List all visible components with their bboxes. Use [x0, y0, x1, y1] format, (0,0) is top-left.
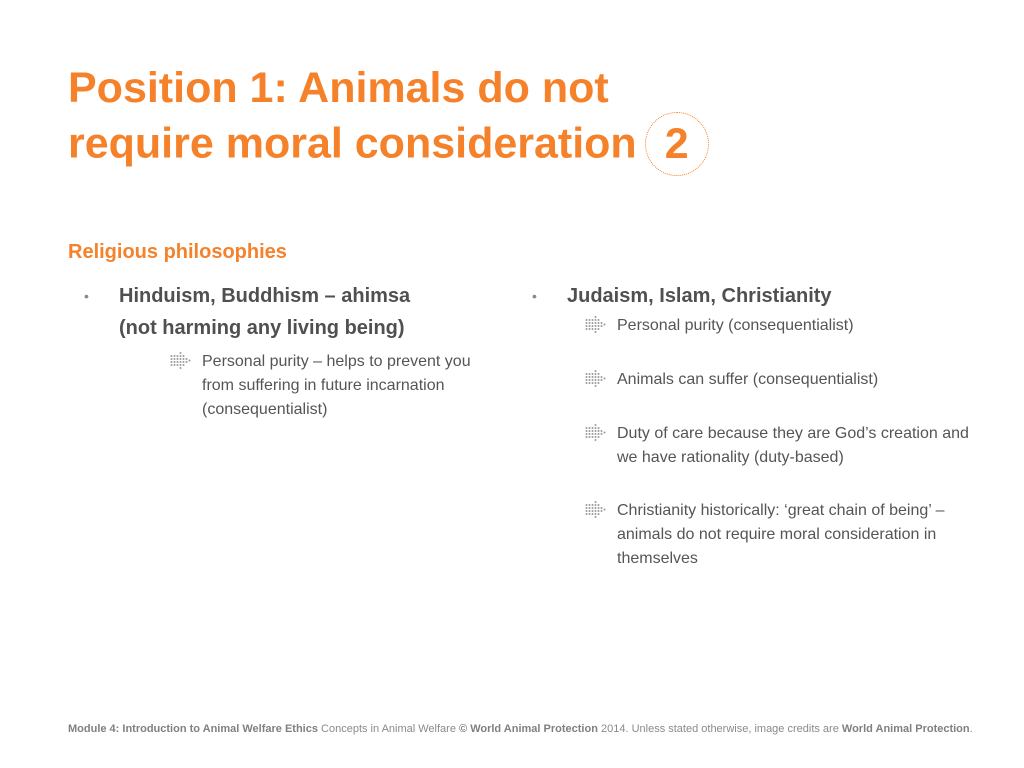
- dotted-arrow-icon: [170, 350, 202, 375]
- sub-item: Christianity historically: ‘great chain …: [585, 499, 972, 571]
- bullet-text: Judaism, Islam, Christianity: [567, 285, 832, 307]
- footer-period: .: [969, 723, 973, 735]
- bullet-line-1: Hinduism, Buddhism – ahimsa: [119, 285, 411, 307]
- dotted-arrow-icon: [585, 314, 617, 339]
- bullet-judaism-islam-christianity: • Judaism, Islam, Christianity: [532, 280, 972, 312]
- footer-notice: 2014. Unless stated otherwise, image cre…: [600, 723, 839, 735]
- bullet-text: Hinduism, Buddhism – ahimsa (not harming…: [119, 280, 410, 344]
- bullet-dot-icon: •: [84, 288, 89, 304]
- sub-list-left: Personal purity – helps to prevent you f…: [170, 350, 504, 422]
- sub-item: Personal purity (consequentialist): [585, 314, 972, 339]
- dotted-arrow-icon: [585, 368, 617, 393]
- slide-number: 2: [664, 120, 689, 168]
- sub-list-right: Personal purity (consequentialist) Anima…: [585, 314, 972, 571]
- dotted-arrow-icon: [585, 499, 617, 524]
- dotted-arrow-icon: [585, 422, 617, 447]
- slide-title: Position 1: Animals do not require moral…: [68, 62, 788, 178]
- sub-item: Duty of care because they are God’s crea…: [585, 422, 972, 470]
- footer-credit-org: World Animal Protection: [841, 723, 970, 735]
- sub-item-text: Duty of care because they are God’s crea…: [617, 425, 969, 466]
- section-heading: Religious philosophies: [68, 241, 287, 263]
- right-column: • Judaism, Islam, Christianity Personal …: [532, 280, 972, 600]
- sub-item-text: Animals can suffer (consequentialist): [617, 371, 879, 388]
- footer-course: Concepts in Animal Welfare: [321, 723, 456, 735]
- slide-number-badge: 2: [644, 112, 709, 176]
- sub-item-text: Personal purity – helps to prevent you f…: [202, 353, 471, 418]
- sub-item: Animals can suffer (consequentialist): [585, 368, 972, 393]
- bullet-hinduism-buddhism: • Hinduism, Buddhism – ahimsa (not harmi…: [84, 280, 504, 344]
- title-line-1: Position 1: Animals do not: [68, 64, 609, 112]
- bullet-line-2: (not harming any living being): [119, 317, 405, 339]
- footer: Module 4: Introduction to Animal Welfare…: [68, 723, 1018, 735]
- sub-item-text: Christianity historically: ‘great chain …: [617, 502, 945, 567]
- footer-module: Module 4: Introduction to Animal Welfare…: [68, 723, 318, 735]
- title-line-2-text: require moral consideration: [68, 119, 637, 168]
- sub-item: Personal purity – helps to prevent you f…: [170, 350, 504, 422]
- bullet-dot-icon: •: [532, 288, 537, 304]
- left-column: • Hinduism, Buddhism – ahimsa (not harmi…: [84, 280, 504, 451]
- footer-org: World Animal Protection: [470, 723, 598, 735]
- footer-copyright: ©: [459, 723, 468, 735]
- title-line-2: require moral consideration 2: [68, 112, 788, 178]
- sub-item-text: Personal purity (consequentialist): [617, 317, 854, 334]
